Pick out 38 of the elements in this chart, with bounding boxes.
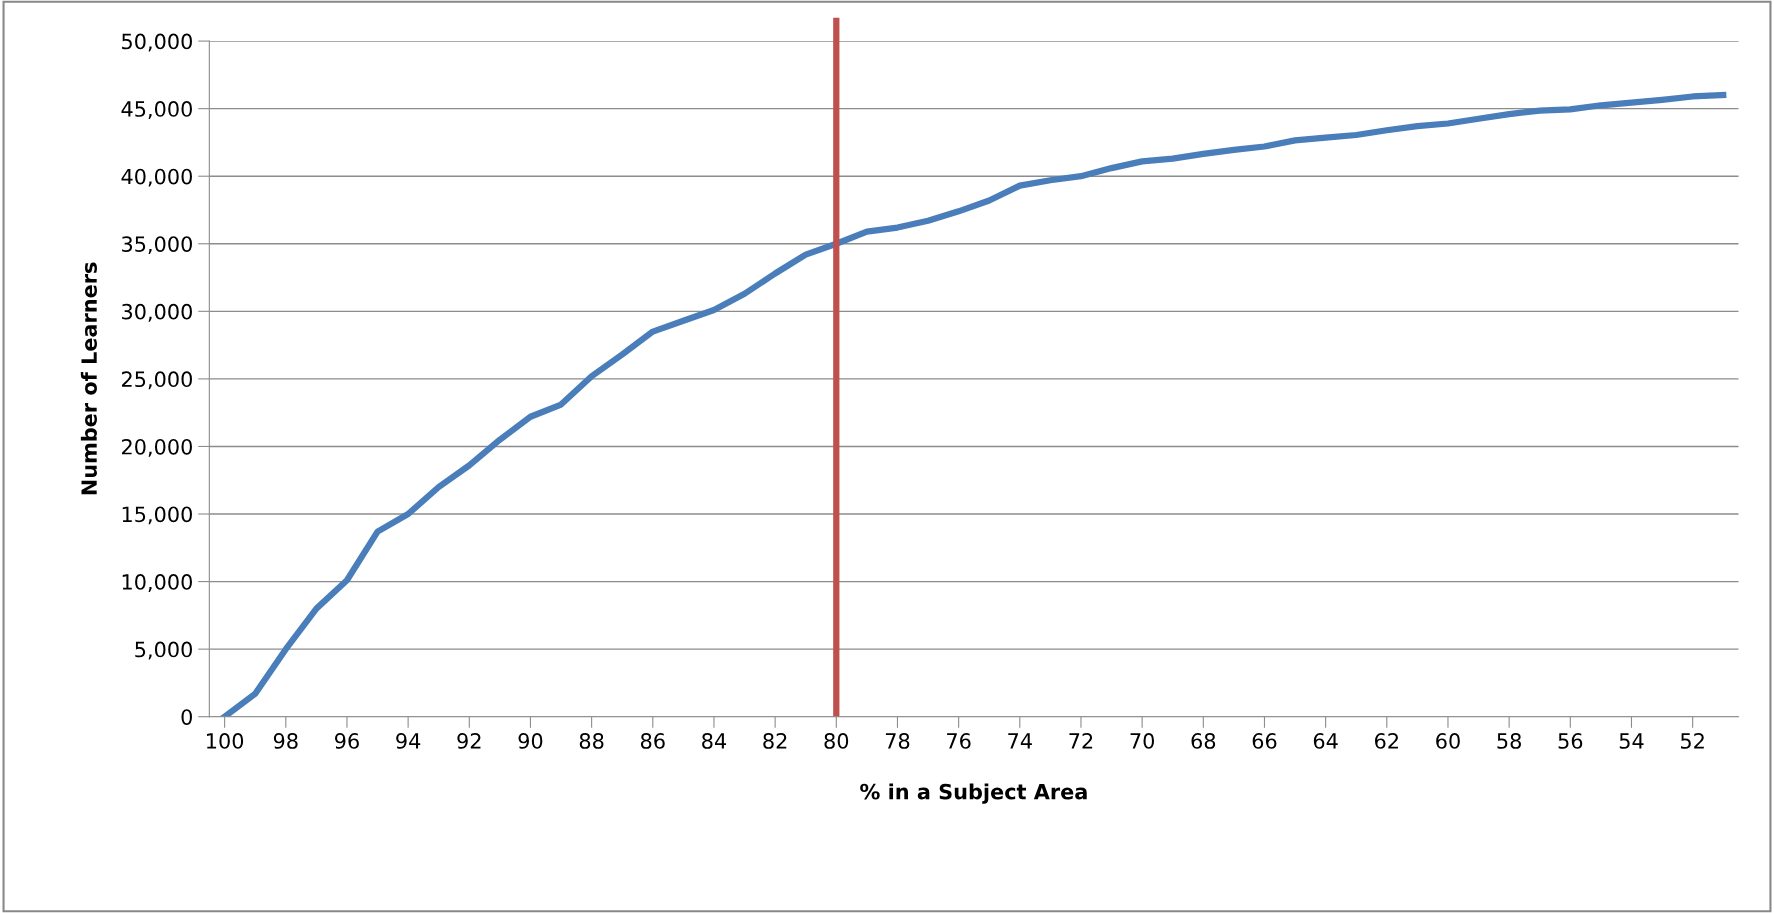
- x-tick-label: 64: [1313, 733, 1338, 749]
- x-tick-label: 68: [1191, 733, 1216, 749]
- y-axis-title: Number of Learners: [80, 262, 97, 495]
- x-tick-label: 88: [579, 733, 604, 749]
- x-tick-label: 98: [273, 733, 298, 749]
- x-tick-label: 100: [207, 733, 244, 749]
- x-tick-label: 80: [824, 733, 849, 749]
- y-tick-label: 45,000: [121, 101, 192, 119]
- x-tick-label: 72: [1069, 733, 1093, 749]
- y-tick-label: 15,000: [122, 506, 192, 525]
- x-tick-label: 90: [518, 733, 543, 749]
- x-tick-label: 92: [457, 733, 481, 749]
- x-tick-label: 62: [1375, 733, 1398, 749]
- x-tick-label: 74: [1008, 733, 1032, 749]
- x-tick-label: 82: [763, 733, 787, 749]
- x-tick-label: 54: [1619, 733, 1644, 749]
- x-tick-label: 94: [396, 733, 421, 749]
- y-tick-label: 0: [181, 709, 192, 725]
- x-tick-label: 52: [1681, 733, 1704, 749]
- y-tick-label: 20,000: [121, 438, 192, 457]
- x-tick-label: 66: [1252, 733, 1277, 749]
- y-tick-label: 50,000: [122, 33, 192, 52]
- x-tick-label: 86: [640, 733, 665, 749]
- x-tick-label: 78: [885, 733, 910, 749]
- x-tick-label: 96: [335, 733, 359, 749]
- y-tick-label: 35,000: [122, 236, 192, 255]
- x-tick-label: 58: [1497, 733, 1521, 749]
- y-tick-label: 5,000: [135, 641, 192, 660]
- x-tick-label: 76: [947, 733, 971, 749]
- x-tick-label: 60: [1436, 733, 1460, 749]
- x-tick-label: 84: [702, 733, 727, 749]
- x-tick-label: 70: [1130, 733, 1155, 749]
- y-tick-label: 25,000: [121, 371, 192, 390]
- y-tick-label: 10,000: [122, 574, 192, 592]
- y-tick-label: 30,000: [122, 303, 192, 322]
- y-tick-label: 40,000: [121, 168, 192, 187]
- x-tick-label: 56: [1558, 733, 1583, 749]
- x-axis-title: % in a Subject Area: [860, 783, 1087, 804]
